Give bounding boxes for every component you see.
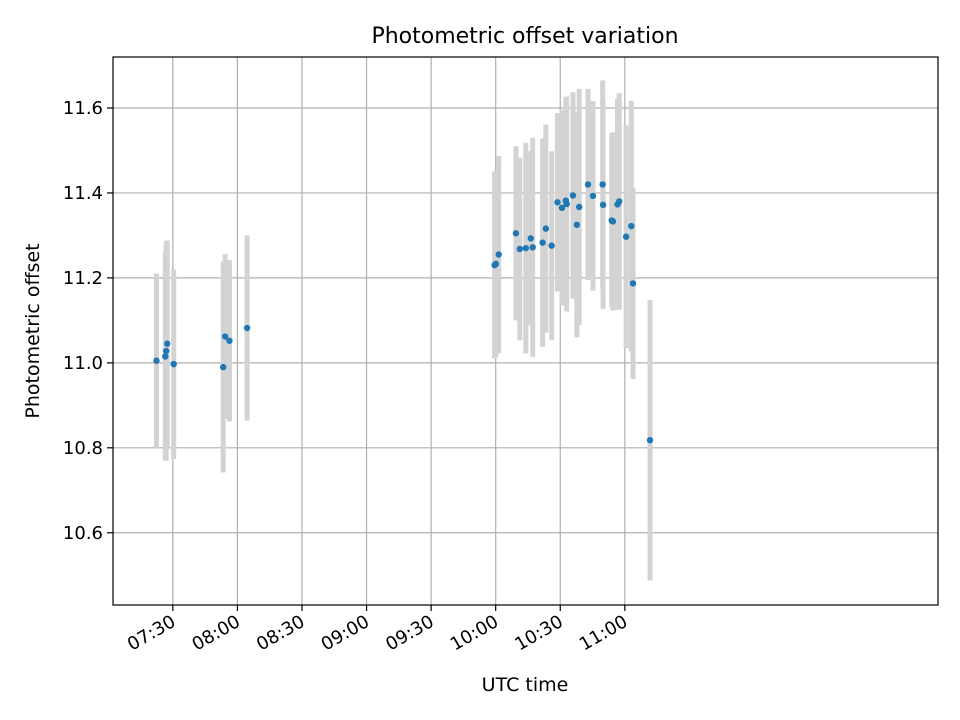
x-tick-label: 11:00	[576, 611, 631, 655]
x-axis-ticks: 07:30 08:00 08:30 09:00 09:30 10:00 10:30 11:00	[124, 605, 631, 655]
data-point	[542, 225, 550, 232]
error-bars	[153, 80, 653, 581]
x-tick-label: 08:00	[188, 611, 243, 655]
y-tick-label: 11.2	[63, 268, 103, 289]
x-tick-label: 09:00	[318, 611, 373, 655]
data-point	[164, 340, 171, 347]
x-axis-label: UTC time	[482, 674, 569, 696]
data-point	[558, 204, 566, 212]
x-tick-label: 10:00	[447, 611, 502, 655]
data-point	[599, 181, 606, 188]
y-axis-label: Photometric offset	[22, 243, 44, 418]
data-point	[522, 244, 530, 252]
data-point	[527, 235, 534, 242]
data-point	[221, 333, 229, 340]
data-point	[584, 181, 592, 188]
data-point	[589, 192, 597, 200]
chart-title: Photometric offset variation	[371, 24, 678, 49]
data-point	[220, 363, 227, 371]
y-tick-label: 11.6	[63, 98, 103, 119]
y-tick-label: 10.6	[63, 523, 103, 544]
data-point	[492, 260, 500, 268]
data-point	[616, 198, 623, 205]
data-point	[563, 200, 570, 208]
y-axis-ticks: 10.6 10.8 11.0 11.2 11.4 11.6	[63, 98, 113, 544]
data-point	[512, 230, 520, 237]
data-point	[495, 251, 502, 258]
data-point	[569, 192, 577, 199]
data-point	[554, 199, 561, 206]
data-point	[599, 201, 607, 209]
x-tick-label: 08:30	[253, 611, 308, 655]
data-point	[516, 245, 523, 253]
data-point	[609, 218, 617, 225]
data-point	[548, 242, 555, 249]
data-point	[529, 244, 536, 251]
data-point	[226, 337, 233, 344]
data-point	[628, 222, 635, 230]
data-point	[243, 324, 251, 332]
data-point	[162, 353, 169, 360]
y-tick-label: 11.0	[63, 353, 103, 374]
data-point	[576, 203, 583, 211]
data-points	[153, 181, 654, 444]
plot-area-frame	[112, 56, 939, 606]
data-point	[629, 280, 637, 287]
data-point	[622, 233, 630, 240]
data-point	[539, 239, 546, 246]
y-tick-label: 10.8	[63, 438, 103, 459]
data-point	[162, 347, 170, 355]
y-tick-label: 11.4	[63, 183, 103, 204]
data-point	[170, 360, 177, 368]
x-tick-label: 09:30	[382, 611, 437, 655]
data-point	[153, 357, 160, 364]
x-tick-label: 07:30	[124, 611, 179, 655]
data-point	[646, 436, 654, 444]
data-point	[573, 221, 581, 228]
x-tick-label: 10:30	[511, 611, 566, 655]
